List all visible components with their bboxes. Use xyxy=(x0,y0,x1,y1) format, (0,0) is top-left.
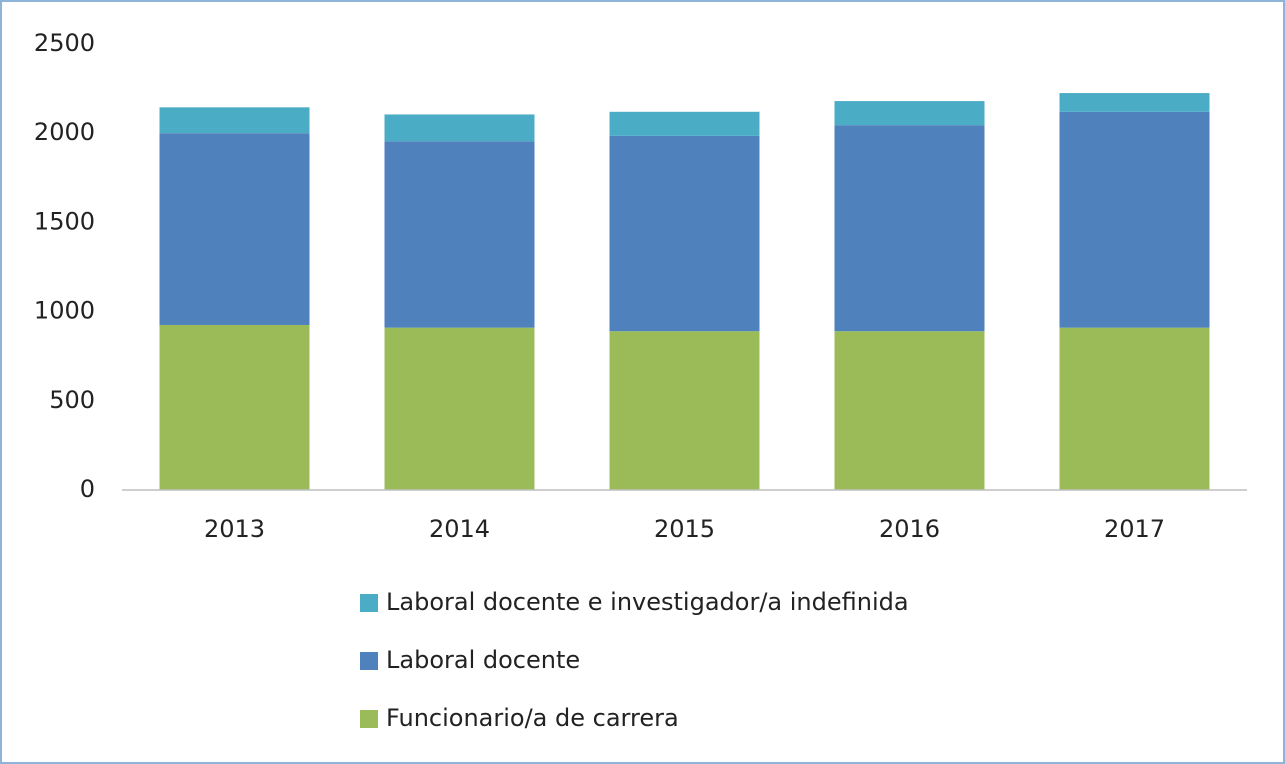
x-tick-label: 2013 xyxy=(204,515,265,543)
x-tick-label: 2016 xyxy=(879,515,940,543)
legend-label: Laboral docente e investigador/a indefin… xyxy=(386,588,909,616)
bar-segment xyxy=(609,135,760,332)
bar-segment xyxy=(834,331,985,490)
legend-label: Funcionario/a de carrera xyxy=(386,704,679,732)
bar-segment xyxy=(609,331,760,490)
bar-segment xyxy=(834,101,985,126)
bar-segment xyxy=(1059,93,1210,112)
legend-swatch xyxy=(360,652,378,670)
legend-label: Laboral docente xyxy=(386,646,580,674)
bar-segment xyxy=(1059,327,1210,490)
x-tick-label: 2017 xyxy=(1104,515,1165,543)
bar-segment xyxy=(609,111,760,136)
y-tick-label: 1500 xyxy=(34,207,95,235)
legend-swatch xyxy=(360,594,378,612)
bar-segment xyxy=(384,114,535,142)
y-tick-label: 0 xyxy=(80,475,95,503)
bar-segment xyxy=(834,125,985,332)
bar-segment xyxy=(1059,111,1210,328)
x-tick-label: 2014 xyxy=(429,515,490,543)
y-tick-label: 1000 xyxy=(34,297,95,325)
bar-segment xyxy=(159,107,310,134)
legend-swatch xyxy=(360,710,378,728)
x-tick-label: 2015 xyxy=(654,515,715,543)
bar-segment xyxy=(384,141,535,328)
y-tick-label: 500 xyxy=(49,386,95,414)
y-tick-label: 2500 xyxy=(34,29,95,57)
bar-segment xyxy=(384,327,535,490)
bar-segment xyxy=(159,133,310,325)
y-tick-label: 2000 xyxy=(34,118,95,146)
bar-segment xyxy=(159,324,310,490)
